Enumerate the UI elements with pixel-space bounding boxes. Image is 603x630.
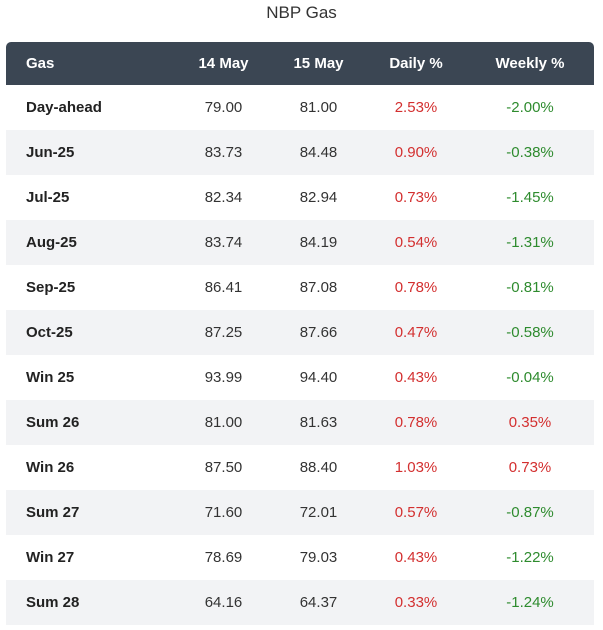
- price-14-may-cell: 83.74: [176, 220, 271, 265]
- price-14-may-cell: 81.00: [176, 400, 271, 445]
- gas-cell: Jun-25: [6, 130, 176, 175]
- prices-table-container: Gas 14 May 15 May Daily % Weekly % Day-a…: [6, 42, 594, 625]
- table-row: Win 25 93.99 94.40 0.43% -0.04%: [6, 355, 594, 400]
- column-header-weekly: Weekly %: [466, 42, 594, 85]
- weekly-change-cell: -0.58%: [466, 310, 594, 355]
- daily-change-cell: 0.43%: [366, 355, 466, 400]
- daily-change-cell: 0.57%: [366, 490, 466, 535]
- price-15-may-cell: 87.66: [271, 310, 366, 355]
- table-row: Day-ahead 79.00 81.00 2.53% -2.00%: [6, 85, 594, 130]
- gas-cell: Jul-25: [6, 175, 176, 220]
- price-14-may-cell: 82.34: [176, 175, 271, 220]
- table-row: Jun-25 83.73 84.48 0.90% -0.38%: [6, 130, 594, 175]
- table-row: Jul-25 82.34 82.94 0.73% -1.45%: [6, 175, 594, 220]
- gas-cell: Sum 26: [6, 400, 176, 445]
- weekly-change-cell: -0.04%: [466, 355, 594, 400]
- weekly-change-cell: 0.35%: [466, 400, 594, 445]
- weekly-change-cell: -1.22%: [466, 535, 594, 580]
- gas-cell: Day-ahead: [6, 85, 176, 130]
- weekly-change-cell: -1.31%: [466, 220, 594, 265]
- weekly-change-cell: -2.00%: [466, 85, 594, 130]
- weekly-change-cell: 0.73%: [466, 445, 594, 490]
- table-row: Sum 27 71.60 72.01 0.57% -0.87%: [6, 490, 594, 535]
- price-15-may-cell: 72.01: [271, 490, 366, 535]
- price-15-may-cell: 82.94: [271, 175, 366, 220]
- table-row: Sum 28 64.16 64.37 0.33% -1.24%: [6, 580, 594, 625]
- price-15-may-cell: 84.48: [271, 130, 366, 175]
- price-14-may-cell: 83.73: [176, 130, 271, 175]
- weekly-change-cell: -0.87%: [466, 490, 594, 535]
- table-row: Win 26 87.50 88.40 1.03% 0.73%: [6, 445, 594, 490]
- table-row: Sum 26 81.00 81.63 0.78% 0.35%: [6, 400, 594, 445]
- gas-cell: Win 27: [6, 535, 176, 580]
- page-title: NBP Gas: [266, 3, 337, 22]
- gas-cell: Sum 28: [6, 580, 176, 625]
- price-15-may-cell: 64.37: [271, 580, 366, 625]
- daily-change-cell: 1.03%: [366, 445, 466, 490]
- daily-change-cell: 0.73%: [366, 175, 466, 220]
- gas-cell: Sum 27: [6, 490, 176, 535]
- gas-cell: Oct-25: [6, 310, 176, 355]
- weekly-change-cell: -1.24%: [466, 580, 594, 625]
- price-15-may-cell: 79.03: [271, 535, 366, 580]
- table-row: Aug-25 83.74 84.19 0.54% -1.31%: [6, 220, 594, 265]
- price-14-may-cell: 93.99: [176, 355, 271, 400]
- price-14-may-cell: 79.00: [176, 85, 271, 130]
- prices-table: Gas 14 May 15 May Daily % Weekly % Day-a…: [6, 42, 594, 625]
- daily-change-cell: 0.54%: [366, 220, 466, 265]
- price-14-may-cell: 78.69: [176, 535, 271, 580]
- daily-change-cell: 0.90%: [366, 130, 466, 175]
- price-15-may-cell: 87.08: [271, 265, 366, 310]
- weekly-change-cell: -1.45%: [466, 175, 594, 220]
- price-15-may-cell: 81.00: [271, 85, 366, 130]
- daily-change-cell: 0.78%: [366, 265, 466, 310]
- header-row: Gas 14 May 15 May Daily % Weekly %: [6, 42, 594, 85]
- daily-change-cell: 2.53%: [366, 85, 466, 130]
- price-15-may-cell: 88.40: [271, 445, 366, 490]
- price-15-may-cell: 81.63: [271, 400, 366, 445]
- daily-change-cell: 0.33%: [366, 580, 466, 625]
- daily-change-cell: 0.78%: [366, 400, 466, 445]
- daily-change-cell: 0.43%: [366, 535, 466, 580]
- weekly-change-cell: -0.38%: [466, 130, 594, 175]
- column-header-14-may: 14 May: [176, 42, 271, 85]
- column-header-15-may: 15 May: [271, 42, 366, 85]
- gas-cell: Aug-25: [6, 220, 176, 265]
- gas-cell: Win 25: [6, 355, 176, 400]
- price-14-may-cell: 87.25: [176, 310, 271, 355]
- gas-cell: Sep-25: [6, 265, 176, 310]
- table-row: Sep-25 86.41 87.08 0.78% -0.81%: [6, 265, 594, 310]
- price-15-may-cell: 94.40: [271, 355, 366, 400]
- table-header: Gas 14 May 15 May Daily % Weekly %: [6, 42, 594, 85]
- table-body: Day-ahead 79.00 81.00 2.53% -2.00% Jun-25 83.7…: [6, 85, 594, 625]
- table-row: Oct-25 87.25 87.66 0.47% -0.58%: [6, 310, 594, 355]
- price-14-may-cell: 64.16: [176, 580, 271, 625]
- gas-cell: Win 26: [6, 445, 176, 490]
- table-row: Win 27 78.69 79.03 0.43% -1.22%: [6, 535, 594, 580]
- daily-change-cell: 0.47%: [366, 310, 466, 355]
- price-14-may-cell: 86.41: [176, 265, 271, 310]
- price-14-may-cell: 71.60: [176, 490, 271, 535]
- column-header-daily: Daily %: [366, 42, 466, 85]
- column-header-gas: Gas: [6, 42, 176, 85]
- price-14-may-cell: 87.50: [176, 445, 271, 490]
- price-15-may-cell: 84.19: [271, 220, 366, 265]
- weekly-change-cell: -0.81%: [466, 265, 594, 310]
